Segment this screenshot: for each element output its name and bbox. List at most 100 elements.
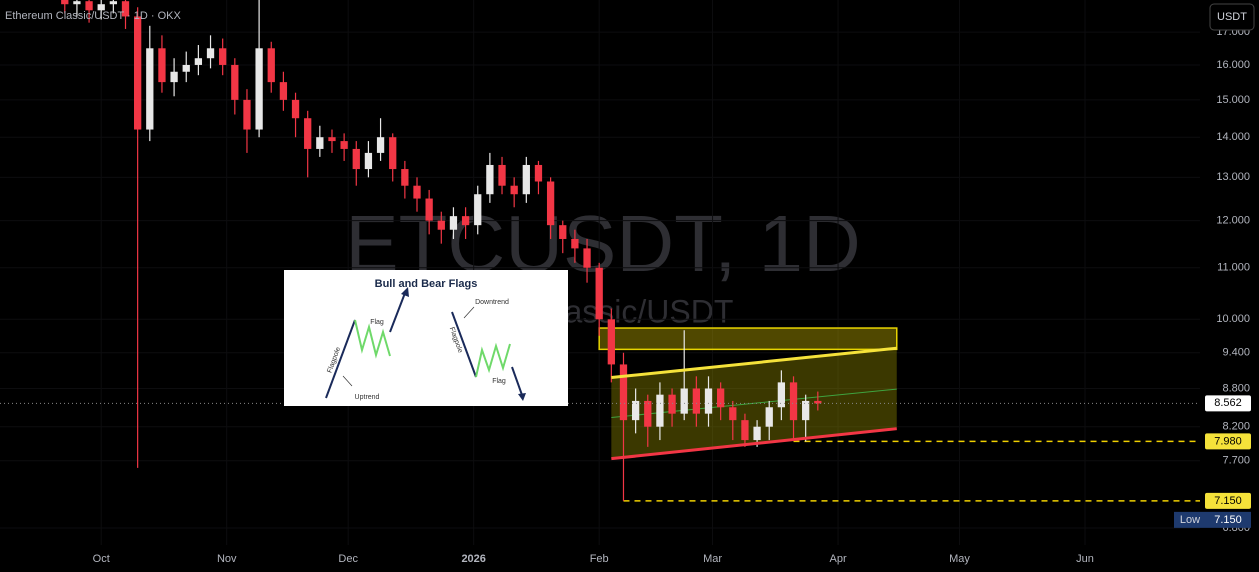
price-label-bg [1205,433,1251,450]
candle-body [559,225,567,239]
channel-bottom-line [611,427,897,461]
candle-body [134,16,142,130]
bear-flag [475,342,511,378]
low-label-bg [1174,511,1251,528]
candle-body [413,185,421,199]
x-tick-label: 2026 [461,553,485,565]
candle-body [97,4,105,11]
candle-body [170,71,178,83]
price-label: 7.980 [1214,435,1242,447]
bear-arrow [511,366,523,396]
candle-body [534,164,543,182]
candle-body [802,400,810,421]
candle-body [498,164,506,186]
candle-body [206,48,215,59]
candle-body [279,82,288,100]
candle-body [364,152,373,170]
bear-pole [451,311,477,378]
candle-body [267,48,275,83]
bull-pole [325,319,356,399]
candle-body [656,394,664,427]
candle-body [546,181,555,226]
candle-body [474,194,482,226]
candle-body [789,382,798,421]
candle-body [729,407,737,421]
candle-body [619,364,628,421]
candle-body [717,388,725,408]
candle-body [486,164,494,195]
candle-body [583,248,591,268]
price-label: 7.150 [1214,495,1242,507]
price-label-bg [1205,492,1251,509]
candle-body [352,148,360,170]
candle-body [389,137,397,170]
inset-label: Downtrend [475,299,509,306]
x-tick-label: Jun [1076,553,1094,565]
inset-bg [284,270,568,406]
candle-body [522,164,530,195]
candle-body [461,216,470,226]
candle-body [607,319,615,365]
inset-pointer [342,375,353,387]
bull-arrow [389,292,406,333]
x-tick-label: Feb [590,553,609,565]
bull-flag [354,319,391,359]
y-tick-label: 11.000 [1217,262,1250,274]
currency-button[interactable] [1209,3,1255,31]
candle-body [777,382,786,408]
bull-arrowhead [401,287,409,297]
inset-label: Uptrend [355,394,380,401]
low-label-value: 7.150 [1214,514,1242,526]
y-tick-label: 10.000 [1216,313,1250,325]
candle-body [316,137,324,149]
candle-body [194,58,203,65]
candle-body [121,1,130,17]
candle-body [158,48,166,83]
candle-body [437,220,445,230]
y-tick-label: 8.200 [1222,421,1250,433]
price-label: 8.562 [1214,397,1242,409]
candle-body [704,388,713,414]
candle-body [340,141,348,149]
x-tick-label: Dec [338,553,358,565]
y-tick-label: 13.000 [1216,171,1250,183]
y-tick-label: 8.800 [1222,382,1250,394]
candle-body [644,400,652,427]
candle-body [571,238,579,249]
channel-top-line [611,346,897,380]
inset: Bull and Bear Flags Flag Flagpole Uptren… [284,270,568,406]
candle-body [510,185,518,195]
candle-body [109,1,118,5]
candle-body [631,400,640,421]
candle-body [243,99,251,130]
candle-body [85,1,93,11]
currency-button-label[interactable]: USDT [1217,11,1247,23]
candle-body [668,394,676,414]
candle-body [182,64,190,72]
inset-pointer [463,306,475,319]
y-tick-label: 12.000 [1216,215,1250,227]
candle-body [376,137,385,153]
inset-title: Bull and Bear Flags [375,278,478,290]
x-tick-label: Mar [703,553,722,565]
chart-title: Ethereum Classic/USDT · 1D · OKX [5,10,182,22]
bear-arrowhead [518,393,526,401]
candle-body [328,137,336,142]
y-tick-label: 15.000 [1216,94,1250,106]
plot [0,0,1200,545]
y-tick-label: 7.700 [1222,455,1250,467]
candle-body [741,420,749,441]
inset-label: Flag [492,378,506,385]
x-tick-label: Oct [93,553,110,565]
candle-body [73,1,81,5]
resistance-zone [598,327,898,351]
y-axis-bg [1202,0,1259,545]
candle-body [765,407,773,427]
candle-body [255,48,263,130]
candle-body [692,388,700,414]
candle-body [231,64,239,100]
candle-body [753,426,761,441]
candle-body [814,400,822,404]
